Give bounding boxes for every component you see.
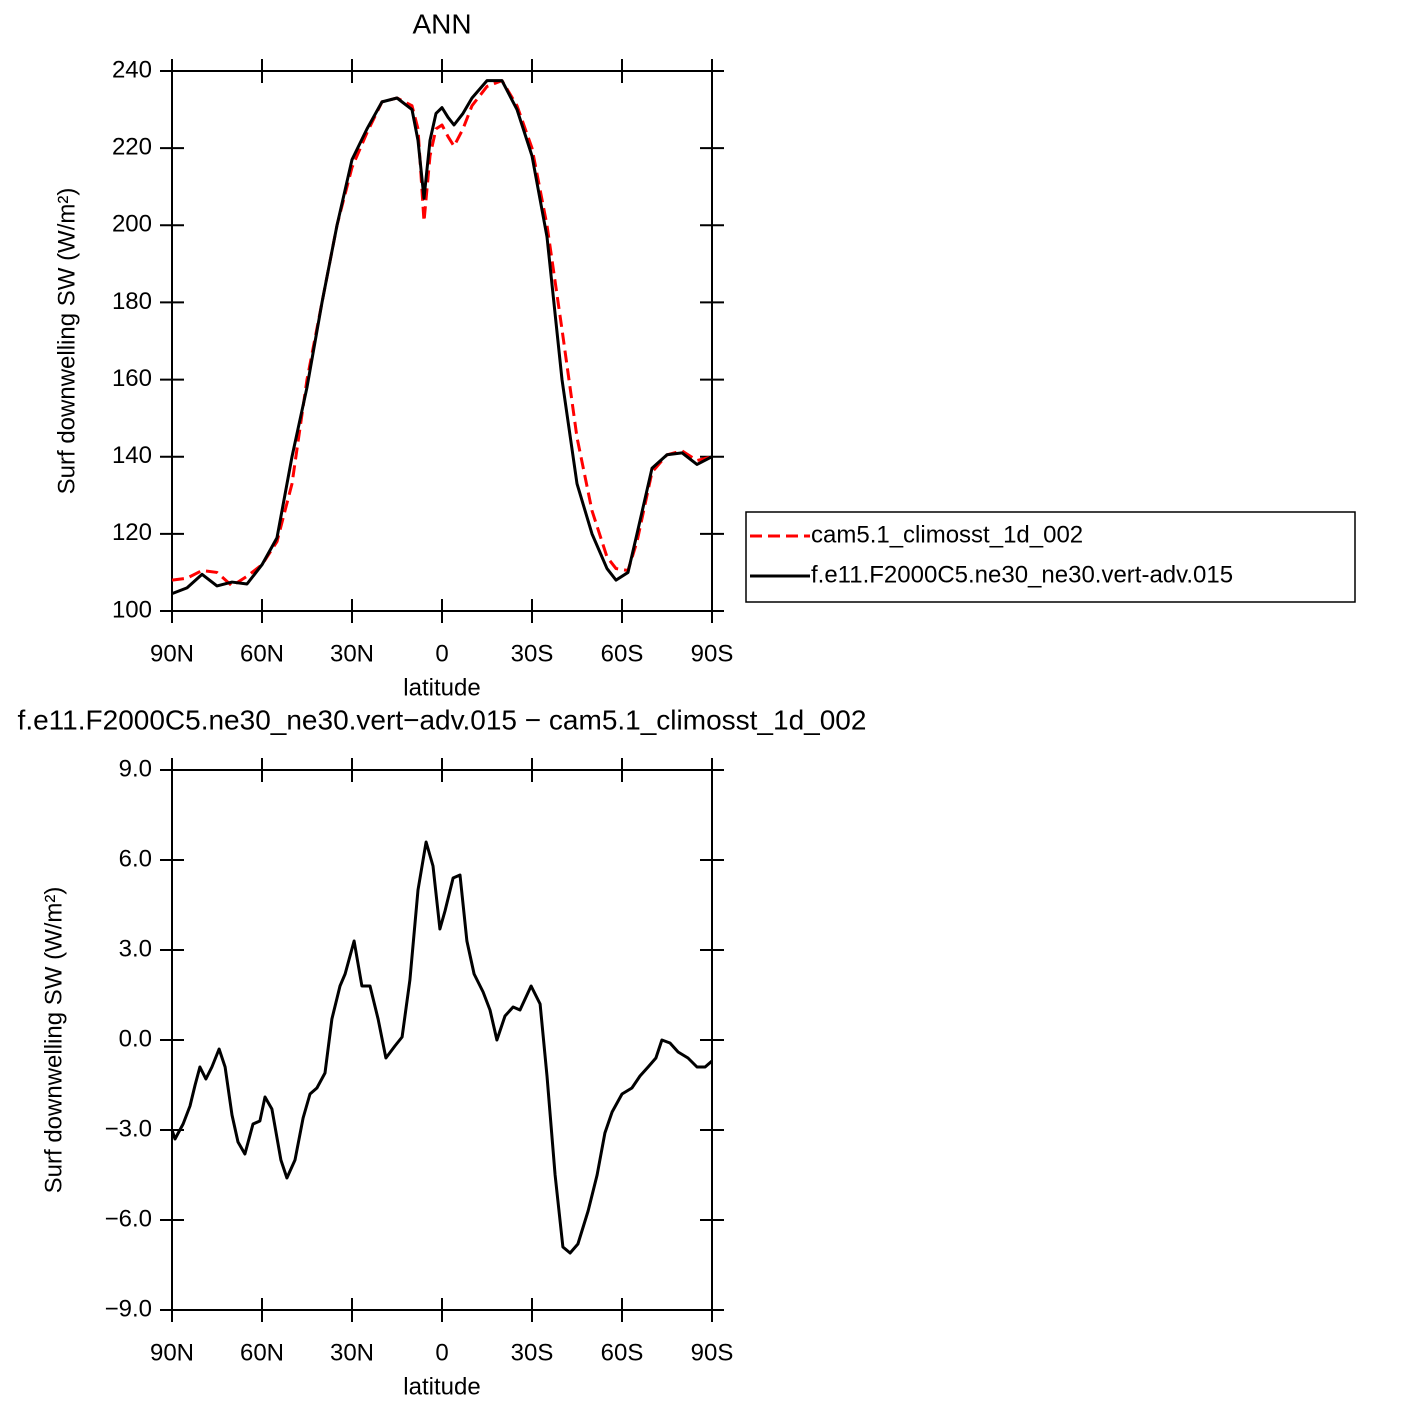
x-tick-label: 90S (691, 1339, 734, 1366)
y-axis-label: Surf downwelling SW (W/m²) (40, 887, 67, 1194)
y-tick-label: 180 (112, 288, 152, 315)
x-tick-label: 30N (330, 1339, 374, 1366)
x-tick-label: 30N (330, 640, 374, 667)
x-axis-label: latitude (403, 674, 480, 701)
y-tick-label: −3.0 (105, 1115, 152, 1142)
plot-frame (171, 769, 713, 1311)
x-tick-label: 60N (240, 1339, 284, 1366)
x-tick-label: 90N (150, 1339, 194, 1366)
plot-frame (171, 70, 713, 612)
chart-title: ANN (412, 8, 471, 39)
x-tick-label: 30S (511, 1339, 554, 1366)
data-line (170, 840, 713, 1255)
y-tick-label: 0.0 (119, 1025, 152, 1052)
y-tick-label: 100 (112, 596, 152, 623)
y-tick-label: 240 (112, 56, 152, 83)
legend-box (745, 511, 1356, 603)
legend-label: f.e11.F2000C5.ne30_ne30.vert-adv.015 (811, 561, 1233, 588)
y-tick-label: −6.0 (105, 1205, 152, 1232)
x-tick-label: 0 (435, 640, 448, 667)
y-tick-label: 220 (112, 133, 152, 160)
y-tick-label: 120 (112, 519, 152, 546)
x-tick-label: 90S (691, 640, 734, 667)
y-axis-label: Surf downwelling SW (W/m²) (53, 188, 80, 495)
legend-label: cam5.1_climosst_1d_002 (811, 521, 1083, 548)
y-tick-label: −9.0 (105, 1295, 152, 1322)
x-tick-label: 30S (511, 640, 554, 667)
y-tick-label: 9.0 (119, 755, 152, 782)
y-tick-label: 6.0 (119, 845, 152, 872)
data-line (171, 79, 713, 588)
y-tick-label: 160 (112, 365, 152, 392)
x-tick-label: 90N (150, 640, 194, 667)
x-tick-label: 60N (240, 640, 284, 667)
y-tick-label: 140 (112, 442, 152, 469)
x-tick-label: 0 (435, 1339, 448, 1366)
data-line (171, 79, 713, 596)
x-tick-label: 60S (601, 640, 644, 667)
x-tick-label: 60S (601, 1339, 644, 1366)
x-axis-label: latitude (403, 1373, 480, 1400)
y-tick-label: 3.0 (119, 935, 152, 962)
chart-title: f.e11.F2000C5.ne30_ne30.vert−adv.015 − c… (18, 704, 867, 735)
y-tick-label: 200 (112, 211, 152, 238)
